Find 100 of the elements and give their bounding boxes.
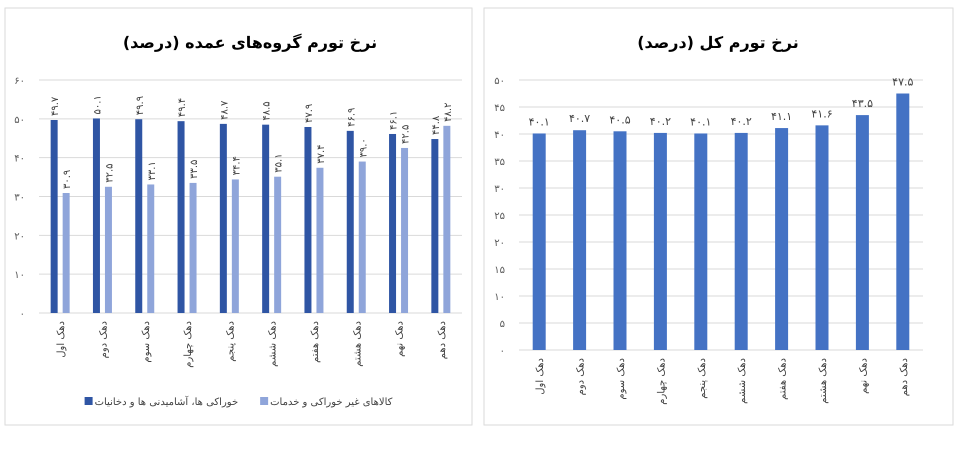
bar (274, 176, 282, 313)
x-tick-label: دهک هفتم (310, 321, 321, 363)
bar (62, 193, 70, 313)
data-label: ۳۲.۵ (104, 163, 116, 183)
bar (178, 121, 185, 313)
data-label: ۴۸.۷ (219, 100, 230, 120)
x-tick-label: دهک ششم (737, 358, 748, 404)
bar (614, 131, 626, 350)
y-tick-label: ۱۰ (14, 270, 25, 282)
bar (262, 124, 270, 313)
x-tick-label: دهک چهارم (183, 321, 194, 368)
y-tick-label: ۵۰ (494, 76, 505, 87)
bar (443, 126, 450, 313)
x-tick-label: دهک پنجم (696, 358, 708, 399)
x-tick-label: دهک نهم (394, 321, 406, 357)
data-label: ۴۶.۹ (346, 108, 358, 127)
data-label: ۴۴.۸ (430, 115, 442, 136)
x-tick-label: دهک دوم (98, 321, 110, 358)
x-tick-label: دهک هفتم (778, 358, 789, 400)
bar (389, 134, 396, 313)
data-label: ۴۹.۷ (50, 96, 62, 116)
bar (190, 182, 197, 313)
x-tick-label: دهک هشتم (352, 321, 364, 367)
y-tick-label: ۲۰ (494, 238, 505, 249)
y-tick-label: ۳۵ (494, 157, 505, 168)
y-tick-label: ۵ (500, 319, 505, 330)
x-tick-label: دهک هشتم (818, 358, 829, 404)
bar (856, 115, 869, 350)
y-tick-label: ۲۵ (494, 211, 505, 222)
x-tick-label: دهک سوم (140, 321, 152, 363)
data-label: ۴۶.۱ (388, 110, 400, 130)
data-label: ۴۰.۱ (528, 115, 550, 128)
data-label: ۴۲.۵ (400, 124, 412, 144)
bar (431, 139, 438, 313)
y-tick-label: ۴۰ (14, 154, 25, 165)
bar (346, 130, 354, 313)
bar (532, 133, 546, 350)
y-tick-label: ۶۰ (14, 76, 25, 87)
bar (573, 130, 586, 350)
y-tick-label: ۳۰ (494, 184, 505, 195)
bar (775, 128, 788, 350)
x-tick-label: دهک دهم (436, 321, 448, 360)
y-tick-label: ۵۰ (14, 114, 25, 126)
data-label: ۳۵.۱ (274, 153, 285, 173)
bar (104, 186, 112, 313)
y-tick-label: ۳۰ (14, 192, 25, 204)
bar (654, 132, 667, 350)
y-tick-label: ۰ (20, 309, 25, 320)
data-label: ۴۳.۵ (852, 97, 874, 110)
data-label: ۴۸.۲ (442, 102, 454, 122)
data-label: ۴۹.۴ (177, 98, 188, 118)
bar (694, 133, 708, 350)
bar (220, 124, 227, 313)
data-label: ۴۱.۱ (770, 110, 792, 124)
x-tick-label: دهک اول (535, 358, 546, 395)
data-label: ۳۹.۰ (358, 138, 370, 158)
y-tick-label: ۱۰ (494, 292, 505, 303)
y-tick-label: ۲۰ (14, 231, 25, 242)
x-tick-label: دهک دوم (576, 358, 587, 396)
data-label: ۴۷.۹ (304, 104, 315, 123)
y-tick-label: ۰ (500, 346, 505, 357)
legend-label: خوراکی ها، آشامیدنی ها و دخانیات (94, 395, 238, 408)
x-tick-label: دهک ششم (268, 321, 279, 367)
bar (50, 120, 58, 313)
bar (232, 179, 239, 313)
data-label: ۴۰.۷ (568, 112, 590, 126)
data-label: ۴۰.۲ (650, 114, 672, 128)
x-tick-label: دهک پنجم (225, 321, 236, 362)
y-tick-label: ۴۵ (494, 103, 505, 114)
y-tick-label: ۴۰ (494, 130, 505, 141)
bar (401, 148, 408, 313)
bar (304, 126, 312, 313)
chart-title: نرخ تورم گروه‌های عمده (درصد) (122, 33, 378, 52)
bar (147, 184, 154, 313)
data-label: ۳۷.۴ (316, 144, 327, 164)
bar (92, 118, 100, 313)
data-label: ۴۷.۵ (892, 76, 914, 88)
data-label: ۴۰.۵ (609, 113, 631, 126)
bar (734, 132, 748, 350)
data-label: ۳۳.۱ (146, 161, 158, 180)
data-label: ۴۰.۱ (690, 115, 712, 128)
data-label: ۳۰.۹ (62, 170, 74, 190)
data-label: ۴۹.۹ (134, 96, 146, 116)
chart-title: نرخ تورم کل (درصد) (637, 33, 799, 52)
bar (896, 94, 910, 350)
bar (135, 119, 142, 313)
data-label: ۴۰.۲ (730, 114, 752, 128)
x-tick-label: دهک نهم (858, 358, 870, 394)
x-tick-label: دهک اول (56, 321, 68, 358)
x-tick-label: دهک سوم (616, 358, 627, 400)
legend-label: کالاهای غیر خوراکی و خدمات (270, 397, 393, 408)
data-label: ۳۴.۴ (231, 156, 242, 176)
y-tick-label: ۱۵ (494, 265, 505, 276)
data-label: ۴۱.۶ (811, 107, 833, 120)
bar (358, 162, 366, 313)
data-label: ۵۰.۱ (92, 95, 104, 114)
data-label: ۳۳.۵ (189, 160, 200, 179)
bar (316, 168, 324, 313)
x-tick-label: دهک دهم (898, 358, 910, 396)
bar (816, 125, 828, 350)
